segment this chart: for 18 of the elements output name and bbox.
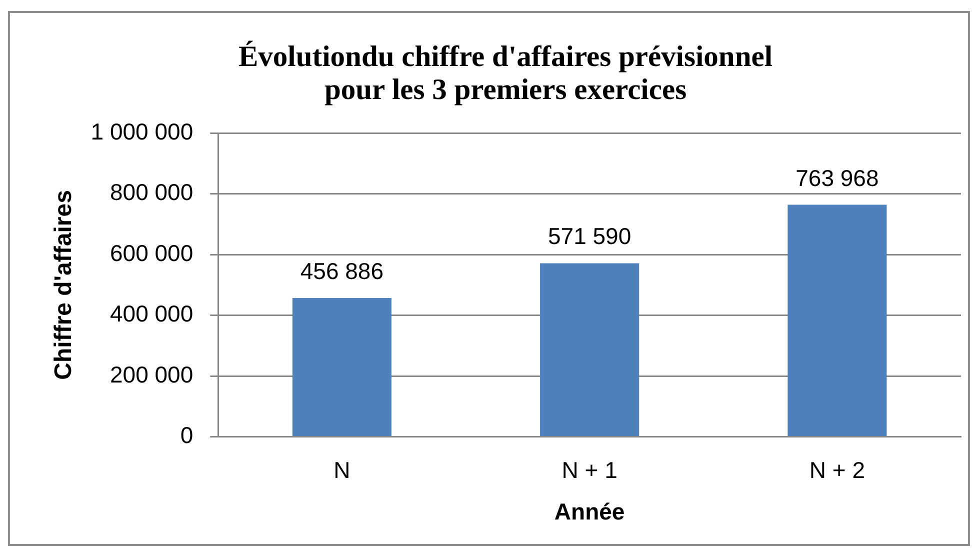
bar (788, 204, 887, 436)
x-tick-label: N (334, 456, 350, 483)
y-axis-title: Chiffre d'affaires (50, 190, 78, 380)
y-tick-label: 200 000 (110, 361, 194, 388)
y-tick-label: 1 000 000 (90, 118, 194, 144)
x-tick-label: N + 1 (562, 456, 618, 483)
data-label: 571 590 (548, 223, 632, 250)
y-tick-label: 0 (180, 422, 194, 448)
x-axis-title: Année (554, 498, 625, 525)
x-tick-label: N + 2 (809, 456, 865, 483)
y-tick-label: 400 000 (110, 300, 194, 327)
data-label: 763 968 (796, 164, 879, 191)
bar (292, 298, 392, 436)
y-tick-label: 800 000 (110, 179, 194, 206)
y-tick-label: 600 000 (110, 240, 194, 266)
bar (540, 263, 640, 436)
chart-title: Évolutiondu chiffre d'affaires prévisionnel pour les 3 premiers exercices (238, 40, 773, 106)
data-label: 456 886 (300, 258, 384, 284)
